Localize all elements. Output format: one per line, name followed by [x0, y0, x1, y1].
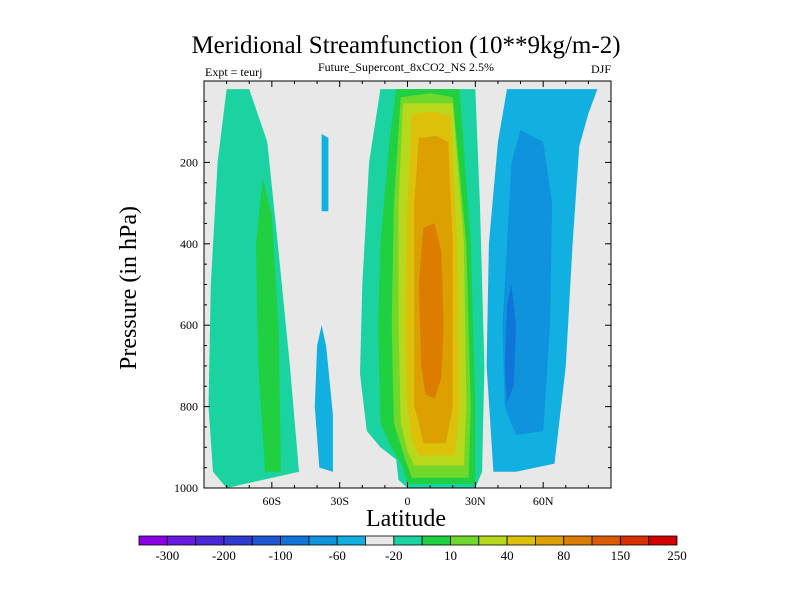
colorbar-swatch — [138, 535, 168, 546]
experiment-label: Expt = teurj — [205, 65, 262, 79]
colorbar-swatch — [166, 535, 197, 546]
colorbar-label: -300 — [155, 548, 179, 563]
y-tick-label: 800 — [180, 400, 198, 414]
chart-subtitle: Future_Supercont_8xCO2_NS 2.5% — [318, 60, 494, 74]
plot-area — [203, 80, 612, 489]
contour-region-sh-inner-core — [256, 178, 281, 472]
y-axis: 200 400 600 800 1000 — [174, 100, 611, 495]
contour-region-main-cell-level7 — [418, 223, 444, 399]
colorbar-label: 40 — [501, 548, 514, 563]
colorbar-label: -200 — [212, 548, 236, 563]
colorbar-swatch — [563, 535, 593, 546]
colorbar-swatch — [450, 535, 480, 546]
colorbar-label: -100 — [269, 548, 293, 563]
colorbar-swatch — [506, 535, 536, 546]
colorbar-label: 150 — [611, 548, 631, 563]
colorbar-swatch — [591, 535, 621, 546]
x-tick-label: 60S — [262, 494, 281, 508]
season-label: DJF — [591, 62, 611, 76]
colorbar-label: -20 — [385, 548, 402, 563]
colorbar-swatch — [223, 535, 253, 546]
colorbar-swatch — [478, 535, 508, 546]
colorbar-label: 10 — [444, 548, 457, 563]
colorbar: -300 -200 -100 -60 -20 10 40 80 150 250 — [138, 535, 687, 563]
x-axis: 60S 30S 0 30N 60N — [226, 81, 589, 508]
colorbar-swatch — [393, 535, 423, 546]
chart-title: Meridional Streamfunction (10**9kg/m-2) — [191, 32, 620, 59]
contour-region-nh-negative-core1 — [502, 129, 553, 436]
colorbar-label: 80 — [557, 548, 570, 563]
y-tick-label: 400 — [180, 237, 198, 251]
colorbar-label: 250 — [667, 548, 687, 563]
contour-region-nh-negative-core2 — [504, 284, 516, 403]
colorbar-swatch — [308, 535, 338, 546]
y-tick-label: 1000 — [174, 481, 198, 495]
colorbar-swatch — [195, 535, 225, 546]
colorbar-swatch — [336, 535, 366, 546]
colorbar-swatch — [365, 535, 395, 546]
colorbar-swatch — [280, 535, 310, 546]
colorbar-swatch — [421, 535, 451, 546]
y-tick-label: 200 — [180, 155, 198, 169]
x-tick-label: 60N — [533, 494, 554, 508]
contour-region-sh-small-negative-upper — [321, 133, 329, 212]
x-tick-label: 30N — [465, 494, 486, 508]
colorbar-swatch — [251, 535, 281, 546]
y-tick-label: 600 — [180, 318, 198, 332]
contour-region-sh-small-negative-lower — [314, 325, 333, 472]
colorbar-swatch — [619, 535, 650, 546]
colorbar-swatch — [535, 535, 565, 546]
x-axis-label: Latitude — [366, 506, 446, 532]
x-tick-label: 30S — [330, 494, 349, 508]
y-axis-label: Pressure (in hPa) — [116, 206, 142, 370]
x-tick-label: 0 — [405, 494, 411, 508]
colorbar-swatch — [648, 535, 678, 546]
colorbar-label: -60 — [329, 548, 346, 563]
